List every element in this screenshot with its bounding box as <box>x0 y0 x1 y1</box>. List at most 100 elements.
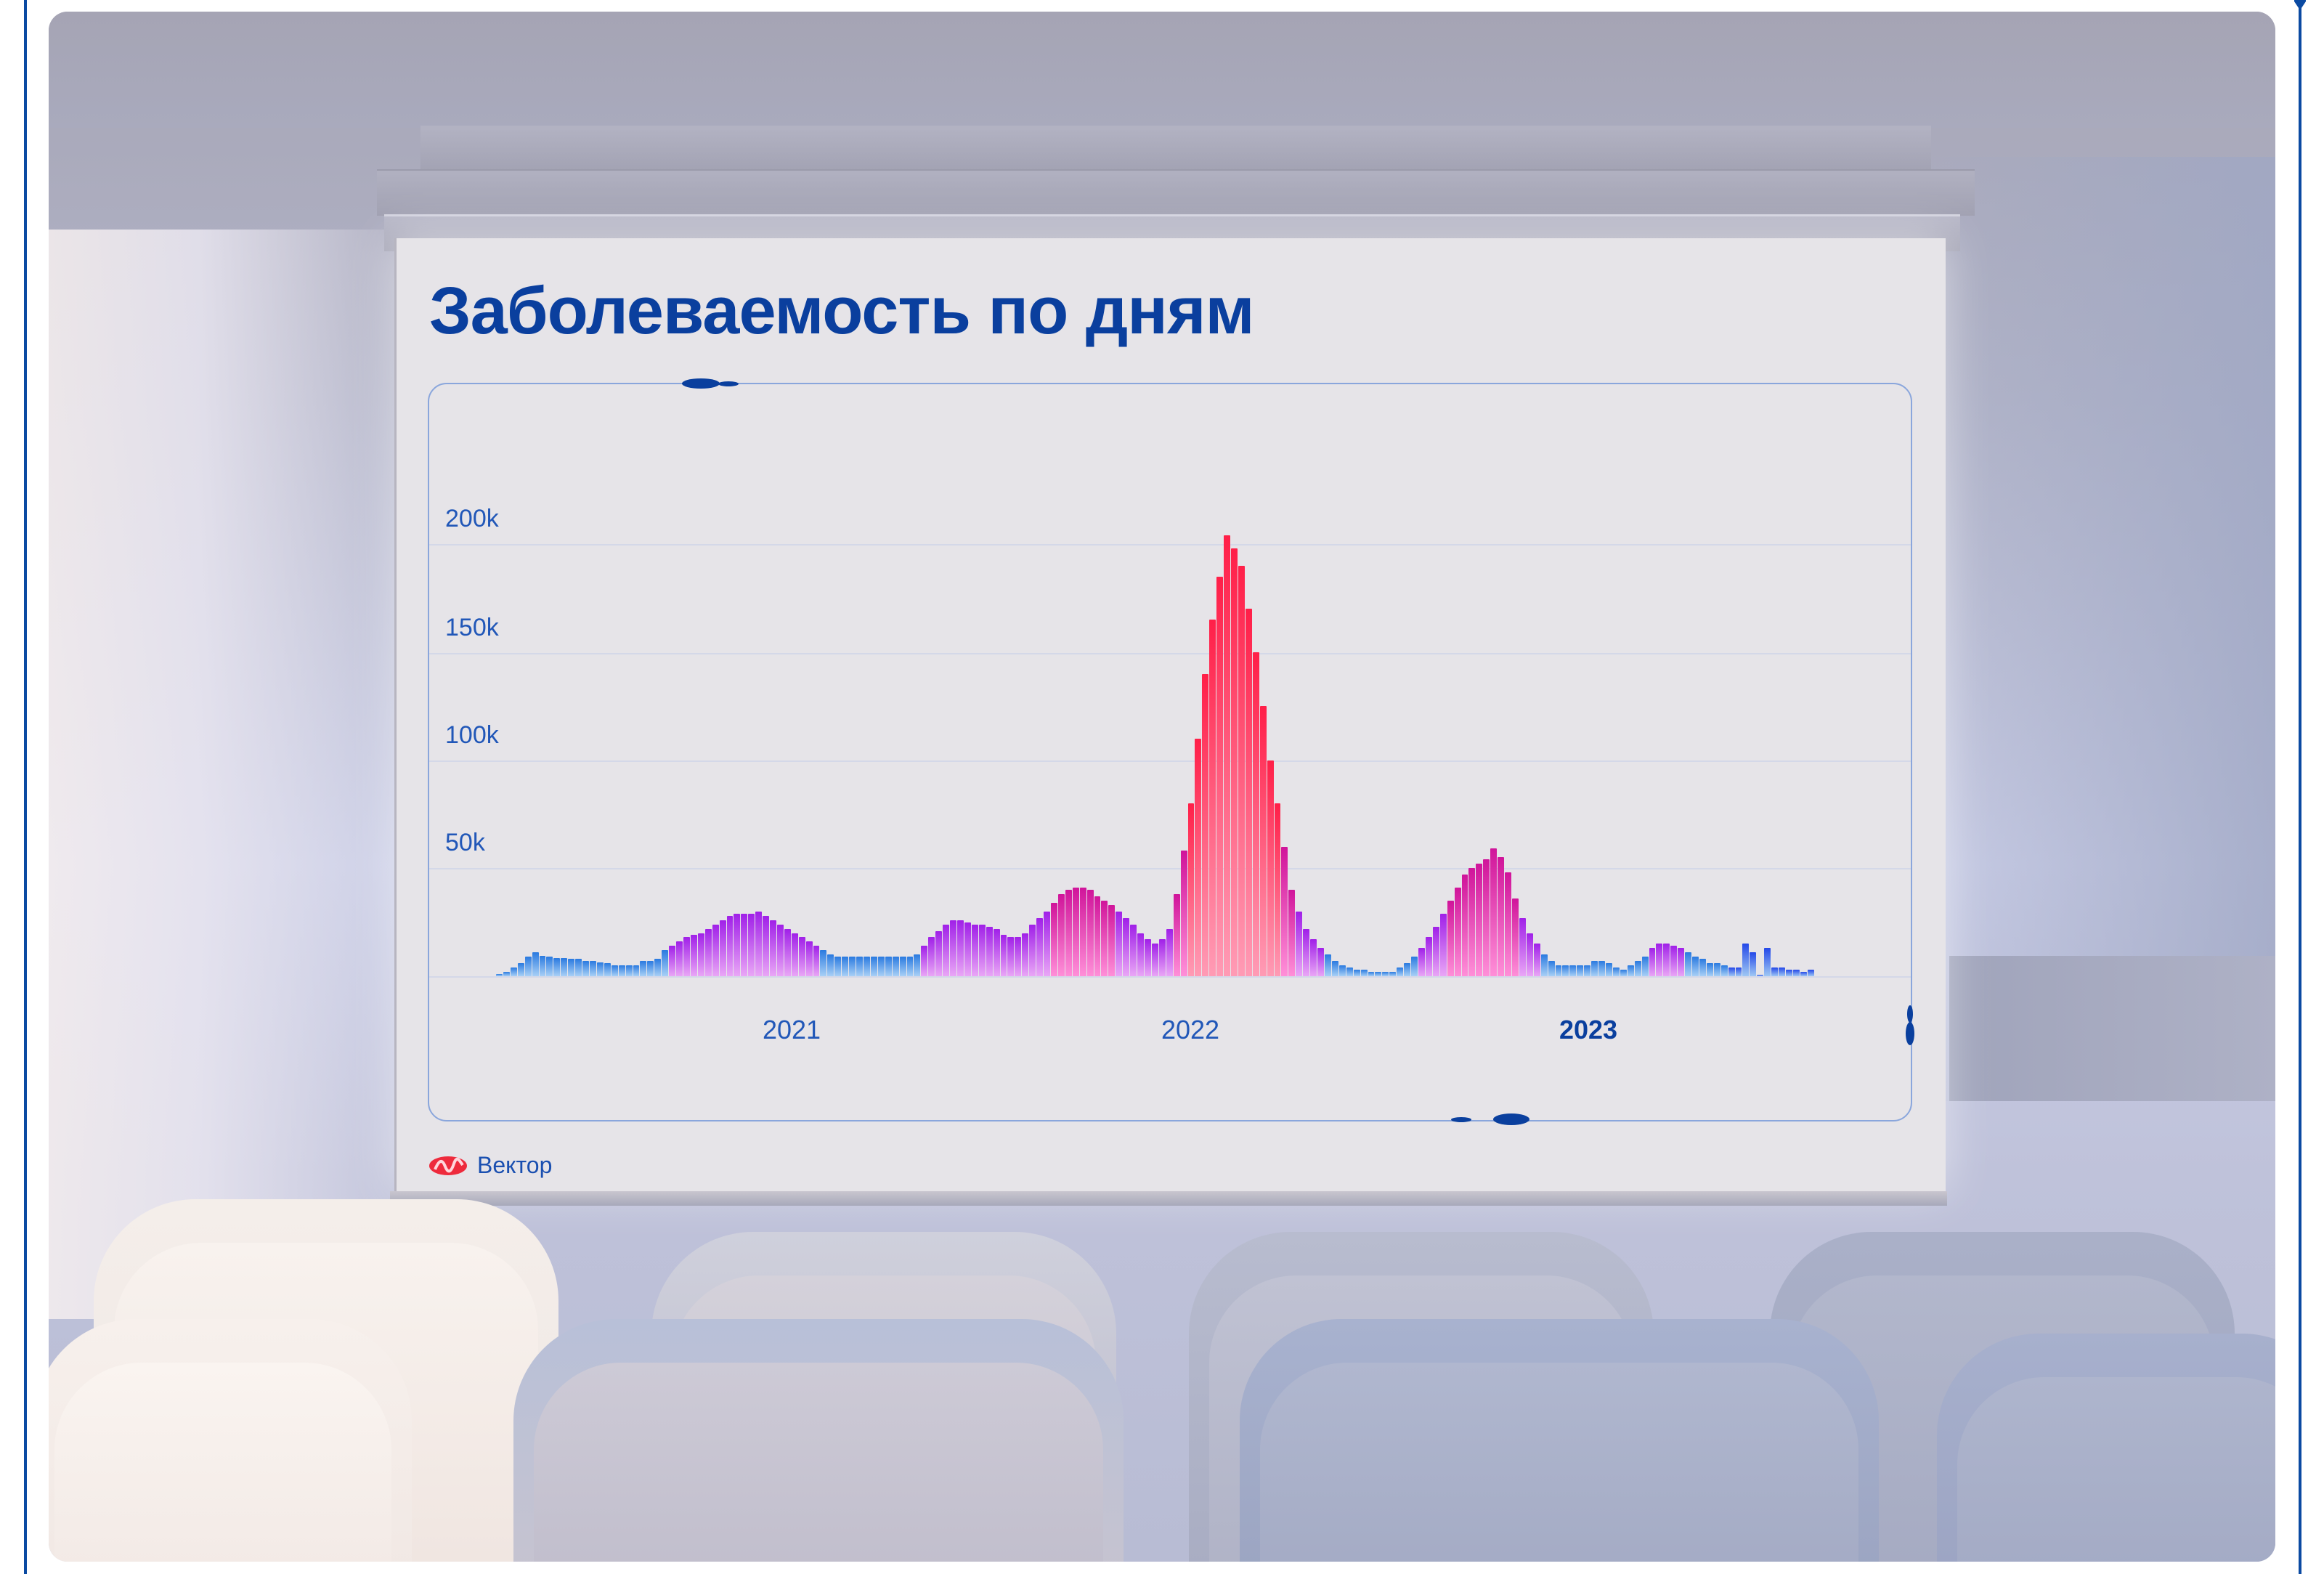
bar <box>957 920 964 976</box>
bar <box>971 924 978 976</box>
bar <box>1432 926 1439 976</box>
bar <box>914 954 921 976</box>
bar <box>1526 933 1533 976</box>
bar <box>1086 890 1094 976</box>
bar <box>1057 893 1065 976</box>
y-tick-200k: 200k <box>445 505 499 532</box>
bar <box>791 933 798 976</box>
bar <box>589 961 596 976</box>
logo-text: Вектор <box>477 1152 553 1178</box>
bar <box>1065 890 1072 976</box>
frame-ornament-top-small <box>718 381 739 386</box>
bar <box>748 913 755 976</box>
bar <box>561 957 568 976</box>
screen-bottom-bar <box>390 1191 1947 1206</box>
chair-front-row-3 <box>1240 1319 1879 1562</box>
bar <box>503 972 510 976</box>
y-tick-50k: 50k <box>445 829 485 856</box>
bar <box>1108 904 1116 976</box>
bar <box>1692 957 1699 976</box>
bar <box>1713 963 1720 976</box>
bar <box>524 957 532 976</box>
bar <box>770 920 776 976</box>
bar <box>662 950 669 976</box>
bar <box>640 961 647 976</box>
bar <box>1612 967 1620 976</box>
frame-ornament-bottom-small <box>1451 1117 1471 1122</box>
bar <box>1750 952 1757 976</box>
bar <box>1397 967 1404 976</box>
bar <box>1130 924 1137 976</box>
frame-ornament-right-small <box>1907 1005 1913 1023</box>
x-tick-2023: 2023 <box>1559 1015 1618 1044</box>
bar <box>1498 857 1505 976</box>
bar <box>1461 875 1468 976</box>
bar <box>763 915 770 976</box>
bar <box>539 955 546 976</box>
bar <box>1656 944 1663 976</box>
bar <box>1792 970 1800 976</box>
bar <box>1649 948 1656 976</box>
bar <box>1425 937 1432 976</box>
bar <box>1288 890 1296 976</box>
bar <box>935 930 943 976</box>
bar <box>805 941 813 976</box>
gridline-50k <box>429 868 1911 869</box>
bar <box>1720 965 1728 976</box>
bar <box>1742 944 1750 976</box>
bar <box>943 924 950 976</box>
bar <box>1533 944 1540 976</box>
bar <box>1511 898 1519 976</box>
bar <box>1353 970 1360 976</box>
bar <box>1382 972 1389 976</box>
bar <box>1447 900 1454 976</box>
bar <box>1015 937 1022 976</box>
bar <box>950 920 956 976</box>
bar <box>1317 948 1325 976</box>
bar <box>1050 902 1057 976</box>
bar <box>1173 893 1180 976</box>
bar <box>1144 939 1151 976</box>
bar <box>964 922 971 976</box>
bar <box>1779 967 1786 976</box>
bar <box>1569 965 1577 976</box>
bar <box>1605 963 1612 976</box>
bar <box>755 911 763 976</box>
gridline-200k <box>429 544 1911 545</box>
bar <box>1620 970 1627 976</box>
bar <box>820 950 827 976</box>
y-tick-150k: 150k <box>445 614 499 641</box>
bar <box>1187 803 1195 976</box>
bar <box>1807 970 1814 976</box>
bar <box>870 957 877 976</box>
bar <box>1555 965 1562 976</box>
bar <box>1800 972 1807 976</box>
bar <box>1079 888 1086 976</box>
bar <box>1267 760 1274 976</box>
x-tick-2021: 2021 <box>762 1015 821 1044</box>
roller-mid <box>377 169 1975 216</box>
side-shelf <box>1949 956 2275 1101</box>
bar <box>1338 965 1346 976</box>
guide-marker-icon <box>2294 0 2306 10</box>
bar <box>546 957 553 976</box>
bar <box>1101 900 1108 976</box>
bar <box>885 957 892 976</box>
bar <box>877 957 885 976</box>
bar <box>1505 872 1511 976</box>
bar <box>1685 952 1692 976</box>
bar <box>1771 967 1779 976</box>
bar <box>496 974 503 976</box>
bar <box>1439 913 1447 976</box>
bar <box>611 965 618 976</box>
y-tick-100k: 100k <box>445 721 499 749</box>
bar <box>798 937 805 976</box>
bar <box>1627 965 1634 976</box>
bar <box>1151 944 1158 976</box>
x-tick-2022: 2022 <box>1161 1015 1220 1044</box>
bar <box>654 959 662 976</box>
bar <box>1158 939 1166 976</box>
bar <box>1490 848 1498 976</box>
bar <box>1072 888 1079 976</box>
bar <box>1454 888 1461 976</box>
